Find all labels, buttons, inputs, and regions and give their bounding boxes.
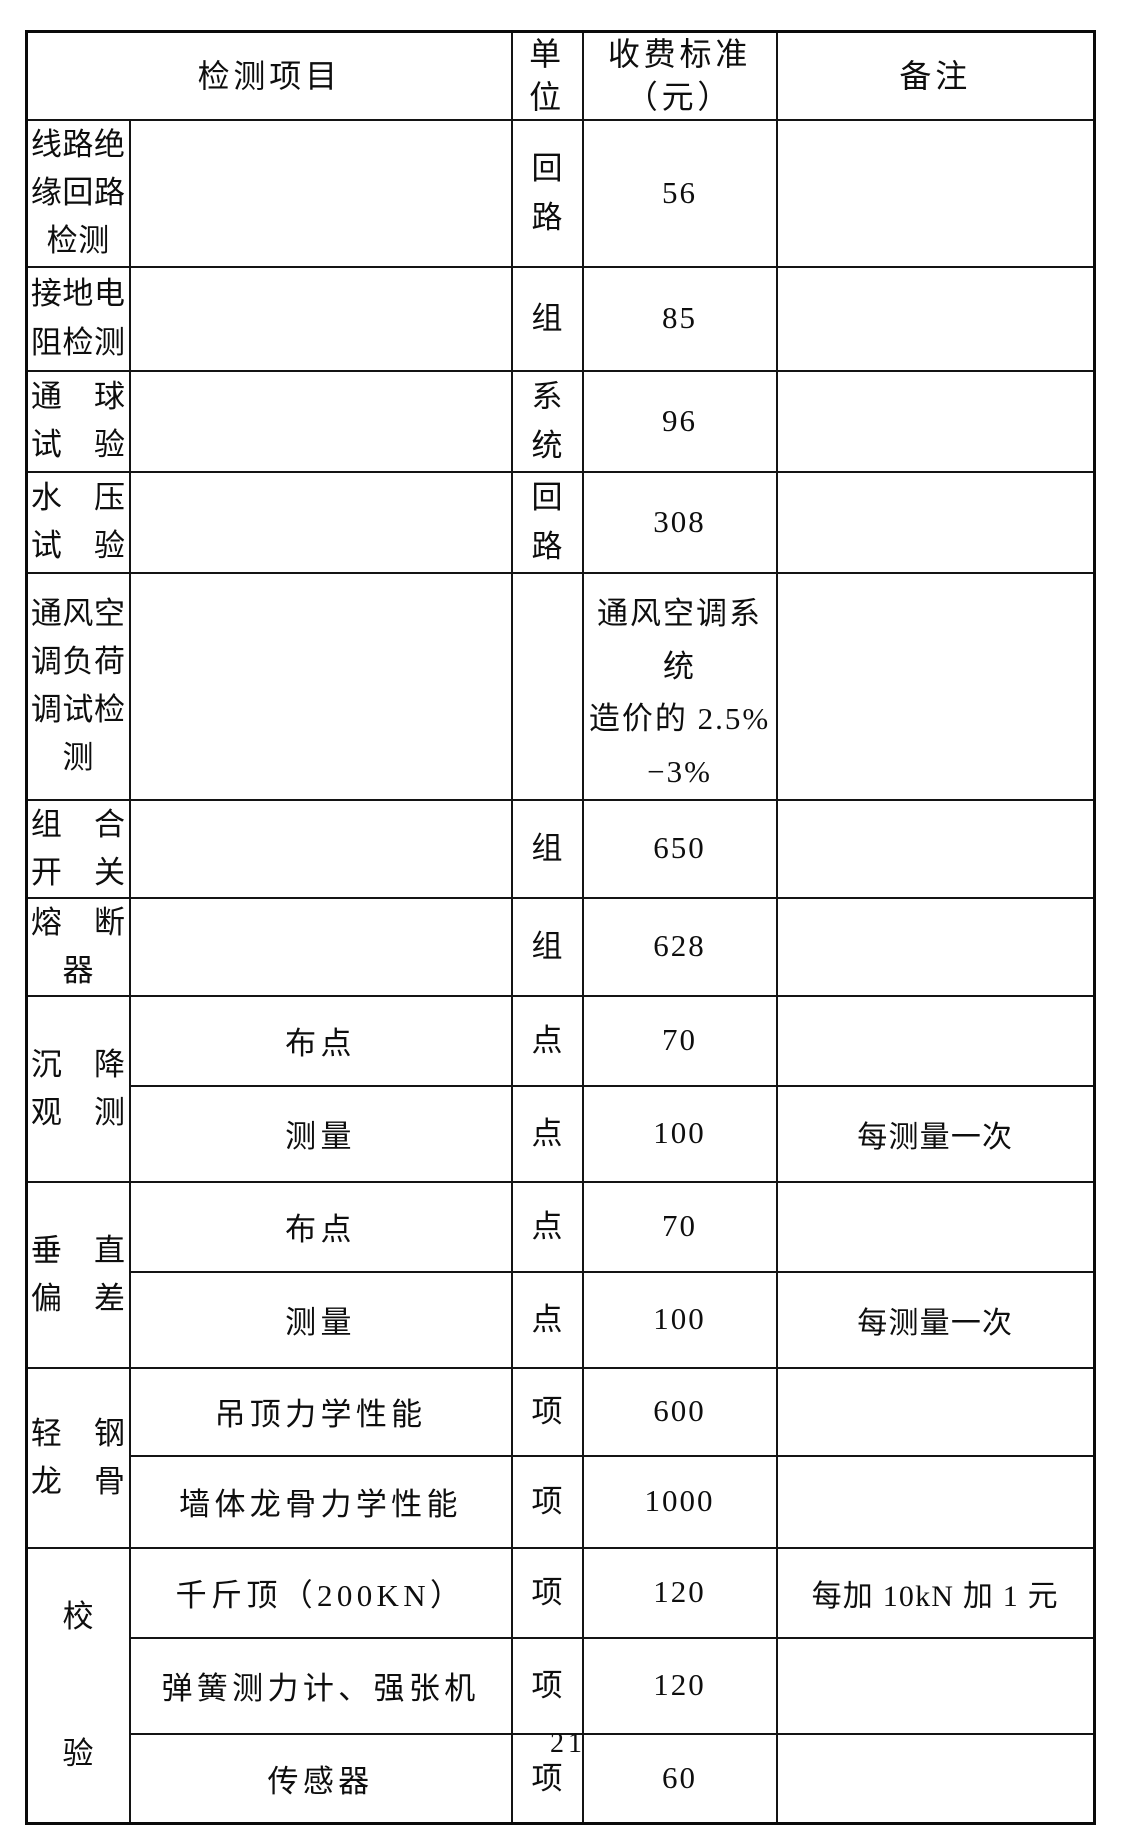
unit-cell: 点 (510, 1084, 584, 1183)
fee-cell: 70 (581, 994, 778, 1087)
fee-cell: 600 (581, 1366, 778, 1457)
sub-item-cell: 布点 (128, 994, 513, 1087)
unit-cell: 组 (510, 265, 584, 372)
remark-cell (775, 1180, 1096, 1273)
unit-cell: 项 (510, 1454, 584, 1549)
table-row: 组 合 开 关 组 650 (25, 798, 1096, 899)
fee-schedule-table: 检测项目 单 位 收费标准 （元） 备注 线路绝 缘回路 检测 回 路 56 接… (25, 30, 1096, 1825)
fee-cell: 650 (581, 798, 778, 899)
remark-cell (775, 1366, 1096, 1457)
sub-item-cell (128, 369, 513, 473)
item-label-cell: 接地电 阻检测 (25, 265, 131, 372)
remark-cell: 每测量一次 (775, 1270, 1096, 1369)
item-label-cell: 沉 降 观 测 (25, 994, 131, 1183)
table-row: 垂 直 偏 差 布点 点 70 (25, 1180, 1096, 1369)
remark-cell (775, 119, 1096, 268)
table-row: 通 球 试 验 系 统 96 (25, 369, 1096, 473)
item-label-cell: 通 球 试 验 (25, 369, 131, 473)
remark-cell (775, 798, 1096, 899)
table-row: 测量 点 100 每测量一次 (27, 1084, 1096, 1183)
remark-cell (775, 1636, 1096, 1735)
fee-cell: 通风空调系统 造价的 2.5% −3% (581, 571, 778, 801)
remark-cell (775, 1454, 1096, 1549)
table-row: 轻 钢 龙 骨 吊顶力学性能 项 600 (25, 1366, 1096, 1549)
table-row: 测量 点 100 每测量一次 (27, 1270, 1096, 1369)
item-label-cell: 线路绝 缘回路 检测 (25, 119, 131, 268)
fee-cell: 120 (581, 1546, 778, 1639)
table-row: 弹簧测力计、强张机 项 120 (27, 1636, 1096, 1735)
sub-item-cell: 弹簧测力计、强张机 (128, 1636, 513, 1735)
sub-item-cell (128, 571, 513, 801)
sub-item-cell: 布点 (128, 1180, 513, 1273)
item-label-cell: 熔 断 器 (25, 896, 131, 997)
fee-cell: 1000 (581, 1454, 778, 1549)
header-unit: 单 位 (510, 30, 584, 122)
remark-cell (775, 571, 1096, 801)
table-row: 熔 断 器 组 628 (25, 896, 1096, 997)
sub-item-cell: 测量 (128, 1084, 513, 1183)
header-fee: 收费标准 （元） (581, 30, 778, 122)
unit-cell: 项 (510, 1546, 584, 1639)
table-row: 沉 降 观 测 布点 点 70 (25, 994, 1096, 1183)
item-label-cell: 通风空 调负荷 调试检 测 (25, 571, 131, 801)
header-item: 检测项目 (25, 30, 513, 122)
table-header-row: 检测项目 单 位 收费标准 （元） 备注 (25, 30, 1096, 122)
page-number: 21 (550, 1728, 586, 1759)
unit-cell: 项 (510, 1636, 584, 1735)
remark-cell: 每加 10kN 加 1 元 (775, 1546, 1096, 1639)
table-row: 接地电 阻检测 组 85 (25, 265, 1096, 372)
unit-cell: 点 (510, 994, 584, 1087)
fee-cell: 308 (581, 470, 778, 574)
item-label-cell: 轻 钢 龙 骨 (25, 1366, 131, 1549)
unit-cell: 项 (510, 1366, 584, 1457)
remark-cell (775, 265, 1096, 372)
unit-cell: 组 (510, 896, 584, 997)
fee-cell: 96 (581, 369, 778, 473)
sub-item-cell: 墙体龙骨力学性能 (128, 1454, 513, 1549)
fee-cell: 100 (581, 1270, 778, 1369)
table-row: 水 压 试 验 回 路 308 (25, 470, 1096, 574)
remark-cell (775, 470, 1096, 574)
sub-item-cell: 测量 (128, 1270, 513, 1369)
item-label-cell: 垂 直 偏 差 (25, 1180, 131, 1369)
header-remark: 备注 (775, 30, 1096, 122)
table-row: 校 验 千斤顶（200KN） 项 120 每加 10kN 加 1 元 (25, 1546, 1096, 1825)
remark-cell: 每测量一次 (775, 1084, 1096, 1183)
unit-cell: 组 (510, 798, 584, 899)
table-row: 通风空 调负荷 调试检 测 通风空调系统 造价的 2.5% −3% (25, 571, 1096, 801)
sub-item-cell (128, 470, 513, 574)
table-row: 墙体龙骨力学性能 项 1000 (27, 1454, 1096, 1549)
item-label-cell: 水 压 试 验 (25, 470, 131, 574)
unit-cell: 回 路 (510, 470, 584, 574)
fee-cell: 85 (581, 265, 778, 372)
sub-item-cell (128, 265, 513, 372)
fee-cell: 70 (581, 1180, 778, 1273)
sub-item-cell: 千斤顶（200KN） (128, 1546, 513, 1639)
remark-cell (775, 369, 1096, 473)
unit-cell (510, 571, 584, 801)
unit-cell: 点 (510, 1180, 584, 1273)
sub-item-cell: 吊顶力学性能 (128, 1366, 513, 1457)
item-label-cell: 校 验 (25, 1546, 131, 1825)
fee-cell: 628 (581, 896, 778, 997)
fee-cell: 120 (581, 1636, 778, 1735)
fee-cell: 100 (581, 1084, 778, 1183)
table-row: 线路绝 缘回路 检测 回 路 56 (25, 119, 1096, 268)
remark-cell (775, 994, 1096, 1087)
sub-item-cell (128, 798, 513, 899)
unit-cell: 点 (510, 1270, 584, 1369)
remark-cell (775, 896, 1096, 997)
item-label-cell: 组 合 开 关 (25, 798, 131, 899)
unit-cell: 系 统 (510, 369, 584, 473)
sub-item-cell (128, 896, 513, 997)
sub-item-cell (128, 119, 513, 268)
unit-cell: 回 路 (510, 119, 584, 268)
fee-cell: 56 (581, 119, 778, 268)
